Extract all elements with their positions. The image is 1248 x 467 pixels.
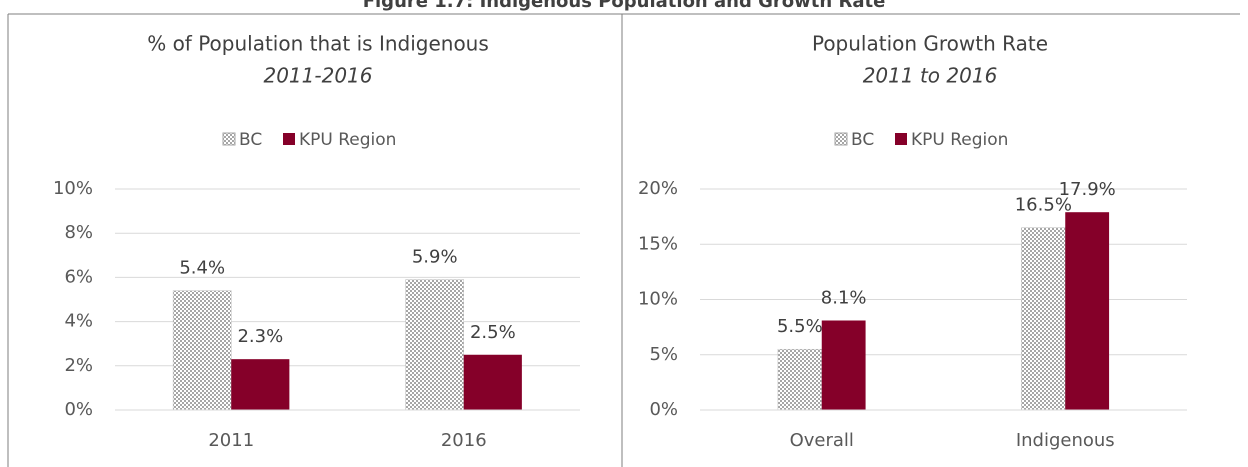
- bar: [231, 359, 290, 410]
- data-label: 17.9%: [1059, 179, 1116, 200]
- chart-title: Population Growth Rate: [812, 32, 1048, 56]
- data-label: 8.1%: [821, 287, 867, 308]
- y-tick-label: 6%: [64, 266, 93, 287]
- legend-swatch: [222, 132, 236, 146]
- chart-title: % of Population that is Indigenous: [147, 32, 489, 56]
- data-label: 5.4%: [179, 258, 225, 279]
- data-label: 5.9%: [412, 247, 458, 268]
- bar: [405, 279, 464, 411]
- x-tick-label: Indigenous: [1016, 430, 1115, 451]
- legend-label: BC: [851, 130, 874, 150]
- data-label: 2.3%: [237, 326, 283, 347]
- y-tick-label: 10%: [53, 178, 93, 199]
- bar: [821, 320, 866, 410]
- legend-label: BC: [239, 130, 262, 150]
- legend-label: KPU Region: [911, 130, 1008, 150]
- data-label: 5.5%: [777, 316, 823, 337]
- x-tick-label: Overall: [790, 430, 854, 451]
- x-tick-label: 2016: [441, 430, 487, 451]
- x-tick-label: 2011: [208, 430, 254, 451]
- bar: [777, 348, 822, 411]
- y-tick-label: 20%: [638, 178, 678, 199]
- y-tick-label: 4%: [64, 311, 93, 332]
- legend-swatch: [895, 133, 907, 145]
- legend-swatch: [283, 133, 295, 145]
- data-label: 2.5%: [470, 322, 516, 343]
- chart-subtitle: 2011-2016: [263, 64, 372, 88]
- legend-label: KPU Region: [299, 130, 396, 150]
- data-label: 16.5%: [1015, 195, 1072, 216]
- y-tick-label: 10%: [638, 289, 678, 310]
- bar: [1021, 227, 1066, 411]
- legend-swatch: [834, 132, 848, 146]
- bar: [463, 354, 522, 410]
- bar: [1065, 212, 1110, 410]
- y-tick-label: 15%: [638, 233, 678, 254]
- y-tick-label: 2%: [64, 355, 93, 376]
- y-tick-label: 5%: [649, 344, 678, 365]
- y-tick-label: 0%: [649, 399, 678, 420]
- chart-subtitle: 2011 to 2016: [863, 64, 998, 88]
- bar: [172, 290, 232, 411]
- y-tick-label: 8%: [64, 222, 93, 243]
- y-tick-label: 0%: [64, 399, 93, 420]
- figure-title: Figure 1.7: Indigenous Population and Gr…: [363, 0, 886, 12]
